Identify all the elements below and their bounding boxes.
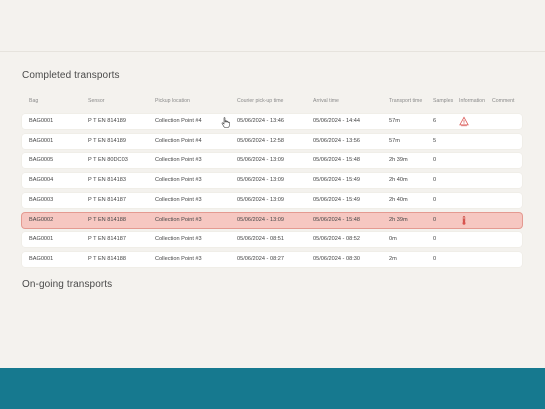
ongoing-transports-title: On-going transports (22, 279, 113, 290)
header-divider (0, 51, 545, 52)
cell-pickup-time: 05/06/2024 - 13:09 (237, 216, 284, 223)
temperature-alert-icon[interactable] (459, 116, 469, 127)
cell-pickup-time: 05/06/2024 - 12:58 (237, 137, 284, 144)
cell-transport-time: 2h 40m (389, 177, 408, 184)
cell-pickup: Collection Point #3 (155, 157, 202, 164)
table-row[interactable]: BAG0004 P T EN 814183 Collection Point #3 0… (22, 173, 522, 189)
thermometer-icon[interactable] (459, 215, 469, 226)
table-row-alert[interactable]: BAG0002 P T EN 814188 Collection Point #3 0… (22, 212, 522, 228)
column-header-information[interactable]: Information (459, 98, 485, 104)
cell-transport-time: 57m (389, 118, 400, 124)
table-row[interactable]: BAG0001 P T EN 814189 Collection Point #4 0… (22, 133, 522, 149)
cell-bag: BAG0001 (29, 255, 54, 262)
cell-sensor: P T EN 814188 (88, 216, 126, 223)
cell-bag: BAG0004 (29, 177, 54, 184)
cell-samples: 6 (433, 118, 437, 124)
cell-samples: 0 (433, 196, 437, 203)
footer-band (0, 368, 545, 409)
table-row[interactable]: BAG0005 P T EN 80DC03 Collection Point #3 0… (22, 153, 522, 169)
cell-bag: BAG0002 (29, 216, 54, 223)
cell-pickup-time: 05/06/2024 - 13:09 (237, 196, 284, 203)
cell-arrival: 05/06/2024 - 15:48 (313, 157, 360, 164)
cell-sensor: P T EN 80DC03 (88, 157, 128, 164)
cell-samples: 0 (433, 157, 437, 164)
cell-sensor: P T EN 814183 (88, 177, 126, 184)
cell-pickup: Collection Point #4 (155, 118, 202, 124)
column-header-pickup-time[interactable]: Courier pick-up time (237, 98, 284, 104)
cell-samples: 0 (433, 236, 437, 243)
cell-bag: BAG0001 (29, 118, 54, 124)
cell-pickup: Collection Point #3 (155, 196, 202, 203)
cell-arrival: 05/06/2024 - 13:56 (313, 137, 360, 144)
cell-pickup: Collection Point #3 (155, 216, 202, 223)
cell-samples: 0 (433, 177, 437, 184)
cell-arrival: 05/06/2024 - 08:52 (313, 236, 360, 243)
completed-transports-table: Bag Sensor Pickup location Courier pick-… (22, 96, 522, 267)
cell-sensor: P T EN 814188 (88, 255, 126, 262)
table-row[interactable]: BAG0001 P T EN 814187 Collection Point #3 0… (22, 232, 522, 248)
cell-pickup-time: 05/06/2024 - 08:27 (237, 255, 284, 262)
cell-sensor: P T EN 814187 (88, 196, 126, 203)
cell-pickup-time: 05/06/2024 - 13:09 (237, 157, 284, 164)
column-header-comment[interactable]: Comment (492, 98, 515, 104)
cell-arrival: 05/06/2024 - 14:44 (313, 118, 360, 124)
cell-transport-time: 2h 40m (389, 196, 408, 203)
cell-bag: BAG0001 (29, 236, 54, 243)
cell-pickup: Collection Point #3 (155, 236, 202, 243)
cell-transport-time: 2h 39m (389, 216, 408, 223)
column-header-sensor[interactable]: Sensor (88, 98, 105, 104)
cell-samples: 0 (433, 216, 437, 223)
hand-pointer-icon (221, 117, 230, 128)
cell-sensor: P T EN 814189 (88, 118, 126, 124)
column-header-samples[interactable]: Samples (433, 98, 454, 104)
column-header-bag[interactable]: Bag (29, 98, 39, 104)
cell-samples: 0 (433, 255, 437, 262)
cell-pickup-time: 05/06/2024 - 13:46 (237, 118, 284, 124)
cell-bag: BAG0001 (29, 137, 54, 144)
cell-arrival: 05/06/2024 - 08:30 (313, 255, 360, 262)
cell-transport-time: 0m (389, 236, 397, 243)
cell-arrival: 05/06/2024 - 15:49 (313, 177, 360, 184)
cell-pickup: Collection Point #4 (155, 137, 202, 144)
completed-transports-title: Completed transports (22, 70, 120, 81)
cell-bag: BAG0003 (29, 196, 54, 203)
table-row[interactable]: BAG0001 P T EN 814188 Collection Point #3 0… (22, 251, 522, 267)
cell-pickup-time: 05/06/2024 - 13:09 (237, 177, 284, 184)
cell-arrival: 05/06/2024 - 15:49 (313, 196, 360, 203)
cell-samples: 5 (433, 137, 437, 144)
table-row[interactable]: BAG0003 P T EN 814187 Collection Point #3 0… (22, 192, 522, 208)
cell-pickup: Collection Point #3 (155, 255, 202, 262)
cell-transport-time: 2m (389, 255, 397, 262)
column-header-arrival-time[interactable]: Arrival time (313, 98, 339, 104)
cell-transport-time: 57m (389, 137, 400, 144)
cell-pickup-time: 05/06/2024 - 08:51 (237, 236, 284, 243)
table-row[interactable]: BAG0001 P T EN 814189 Collection Point #4 0… (22, 114, 522, 129)
cell-sensor: P T EN 814189 (88, 137, 126, 144)
table-header: Bag Sensor Pickup location Courier pick-… (22, 96, 522, 110)
cell-bag: BAG0005 (29, 157, 54, 164)
column-header-transport-time[interactable]: Transport time (389, 98, 423, 104)
cell-transport-time: 2h 39m (389, 157, 408, 164)
cell-sensor: P T EN 814187 (88, 236, 126, 243)
cell-arrival: 05/06/2024 - 15:48 (313, 216, 360, 223)
column-header-pickup-location[interactable]: Pickup location (155, 98, 190, 104)
cell-pickup: Collection Point #3 (155, 177, 202, 184)
